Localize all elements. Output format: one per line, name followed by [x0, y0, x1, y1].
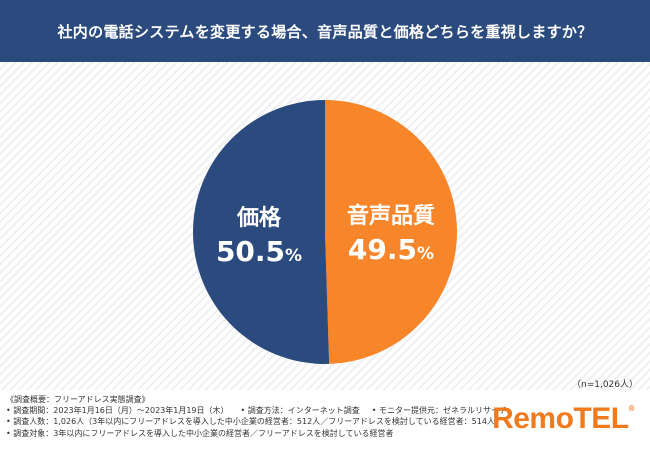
pie-slice-value-1: 50.5%	[216, 235, 302, 268]
registered-mark: ®	[628, 404, 635, 413]
survey-target: • 調査対象：3年以内にフリーアドレスを導入した中小企業の経営者／フリーアドレス…	[6, 428, 394, 438]
survey-period-row: • 調査期間：2023年1月16日（月）〜2023年1月19日（木） • 調査方法…	[6, 405, 526, 416]
pie-slice-1	[193, 100, 330, 364]
survey-respondents: • 調査人数：1,026人（3年以内にフリーアドレスを導入した中小企業の経営者：…	[6, 417, 503, 427]
pie-slice-label-1: 価格	[236, 205, 282, 231]
survey-method: • 調査方法：インターネット調査	[240, 406, 360, 416]
pie-slice-label-0: 音声品質	[347, 203, 435, 229]
survey-period: • 調査期間：2023年1月16日（月）〜2023年1月19日（木）	[6, 406, 229, 416]
chart-title-bar: 社内の電話システムを変更する場合、音声品質と価格どちらを重視しますか？	[0, 0, 650, 62]
chart-title: 社内の電話システムを変更する場合、音声品質と価格どちらを重視しますか？	[57, 22, 593, 41]
survey-summary: 《調査概要：フリーアドレス実態調査》 • 調査期間：2023年1月16日（月）〜…	[6, 394, 526, 439]
logo-text: RemoTEL	[492, 402, 629, 435]
survey-heading: 《調査概要：フリーアドレス実態調査》	[6, 395, 150, 404]
sample-size-note: （n=1,026人）	[571, 380, 638, 390]
pie-slice-0	[325, 100, 458, 364]
remotel-logo: RemoTEL®	[492, 402, 634, 436]
footer: 《調査概要：フリーアドレス実態調査》 • 調査期間：2023年1月16日（月）〜…	[0, 390, 650, 450]
survey-provider: • モニター提供元：ゼネラルリサーチ	[371, 406, 508, 416]
